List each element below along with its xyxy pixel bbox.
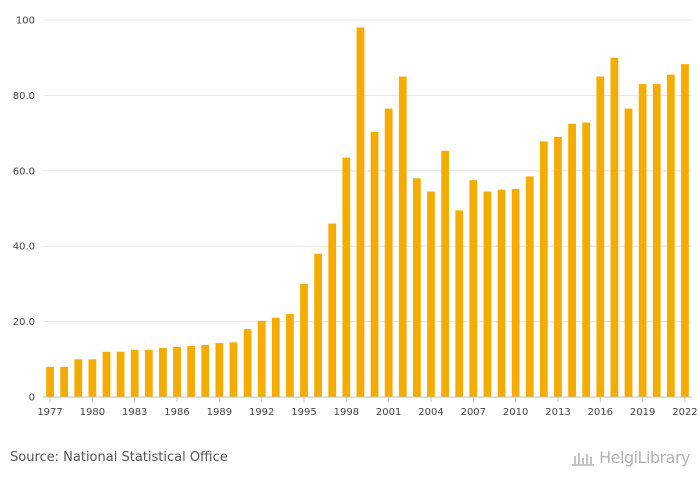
bar-2003[interactable] [413, 178, 421, 397]
bars [46, 27, 689, 398]
bar-1993[interactable] [271, 317, 280, 397]
bar-1986[interactable] [173, 346, 181, 397]
brand-logo[interactable]: HelgiLibrary [571, 448, 690, 467]
bar-1980[interactable] [88, 359, 97, 397]
x-tick-label: 2016 [588, 407, 613, 418]
bar-1990[interactable] [229, 342, 238, 397]
y-tick-label: 80.0 [13, 91, 35, 102]
bar-2022[interactable] [681, 64, 689, 397]
x-tick-label: 2013 [545, 407, 570, 418]
x-tick-label: 2007 [461, 407, 486, 418]
bar-1996[interactable] [314, 253, 322, 397]
bar-2019[interactable] [638, 84, 647, 397]
bar-2010[interactable] [511, 188, 520, 397]
y-axis-tick-labels: 0 20.0 40.0 60.0 80.0 100 [13, 16, 35, 404]
bar-1988[interactable] [201, 344, 210, 397]
x-tick-label: 1980 [80, 407, 105, 418]
bar-2009[interactable] [497, 189, 506, 397]
bar-2005[interactable] [441, 150, 449, 397]
bar-1982[interactable] [116, 351, 125, 397]
y-tick-label: 60.0 [13, 166, 35, 177]
bar-2002[interactable] [398, 76, 407, 398]
x-tick-label: 2001 [376, 407, 401, 418]
source-note: Source: National Statistical Office [10, 450, 228, 465]
bar-1977[interactable] [46, 366, 54, 397]
x-tick-label: 2022 [672, 407, 697, 418]
bar-2020[interactable] [652, 84, 661, 397]
x-tick-label: 1986 [164, 407, 189, 418]
bar-2018[interactable] [624, 108, 633, 397]
bar-1994[interactable] [286, 314, 294, 397]
x-tick-label: 1977 [37, 407, 62, 418]
y-tick-label: 100 [16, 16, 35, 27]
bar-1978[interactable] [60, 366, 69, 397]
brand-name: HelgiLibrary [599, 448, 690, 467]
bar-2008[interactable] [483, 191, 492, 397]
y-tick-label: 0 [29, 393, 35, 404]
bar-1998[interactable] [342, 157, 351, 397]
y-tick-label: 40.0 [13, 242, 35, 253]
bar-2014[interactable] [568, 123, 576, 398]
bar-1981[interactable] [102, 351, 111, 397]
x-tick-label: 2004 [418, 407, 443, 418]
x-tick-label: 2010 [503, 407, 528, 418]
bar-2017[interactable] [610, 57, 619, 397]
bar-1999[interactable] [356, 27, 365, 397]
bar-1987[interactable] [187, 346, 196, 397]
bar-2015[interactable] [582, 122, 591, 397]
bar-2004[interactable] [427, 191, 435, 397]
x-tick-label: 1989 [207, 407, 232, 418]
x-tick-label: 1998 [334, 407, 359, 418]
bar-1985[interactable] [159, 347, 167, 397]
bar-1995[interactable] [300, 283, 308, 397]
bar-1992[interactable] [257, 320, 266, 397]
y-tick-label: 20.0 [13, 317, 35, 328]
bar-2001[interactable] [384, 108, 393, 397]
bar-1983[interactable] [130, 349, 139, 397]
bar-2012[interactable] [539, 141, 548, 397]
bar-2007[interactable] [469, 180, 478, 397]
x-axis-ticks: 1977 1980 1983 1986 1989 1992 1995 1998 2001 2004… [37, 397, 698, 418]
bar-2011[interactable] [525, 176, 534, 397]
x-tick-label: 2019 [630, 407, 655, 418]
x-tick-label: 1995 [291, 407, 316, 418]
x-tick-label: 1983 [122, 407, 147, 418]
bar-2006[interactable] [455, 210, 464, 397]
bar-2021[interactable] [666, 74, 675, 397]
bar-2016[interactable] [596, 76, 605, 398]
x-tick-label: 1992 [249, 407, 274, 418]
library-building-icon [571, 449, 595, 467]
bar-2000[interactable] [370, 131, 379, 397]
bar-1997[interactable] [328, 223, 337, 397]
bar-2013[interactable] [554, 136, 562, 397]
bar-1984[interactable] [144, 349, 153, 397]
bar-1979[interactable] [74, 359, 83, 397]
y-gridlines [43, 19, 692, 323]
bar-1991[interactable] [243, 329, 252, 397]
bar-1989[interactable] [215, 343, 224, 397]
